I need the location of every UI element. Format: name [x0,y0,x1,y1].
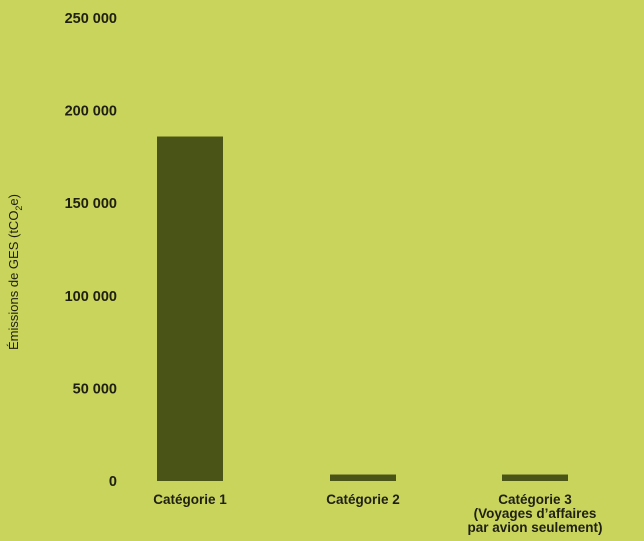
category-label: Catégorie 2 [326,492,400,507]
y-tick-label: 0 [109,474,117,490]
bar [157,136,223,481]
y-axis-title: Émissions de GES (tCO2e) [6,194,24,350]
bar [502,474,568,481]
category-label: (Voyages d’affaires [474,506,597,521]
x-axis-labels: Catégorie 1 Catégorie 2 Catégorie 3(Voyage… [153,492,602,535]
y-axis-title-main: Émissions de GES (tCO [6,211,21,350]
y-tick-label: 200 000 [65,104,117,120]
category-label: Catégorie 1 [153,492,227,507]
y-axis-title-end: e) [6,194,21,206]
y-tick-label: 150 000 [65,196,117,212]
category-label: Catégorie 3 [498,492,572,507]
y-tick-label: 100 000 [65,289,117,305]
y-axis-title-subscript: 2 [14,206,24,211]
y-tick-label: 250 000 [65,11,117,27]
bar [330,474,396,481]
bars [157,136,568,481]
category-label: par avion seulement) [467,520,602,535]
y-axis-ticks: 0 50 000 100 000 150 000 200 000 250 000 [65,11,117,490]
y-tick-label: 50 000 [73,381,117,397]
